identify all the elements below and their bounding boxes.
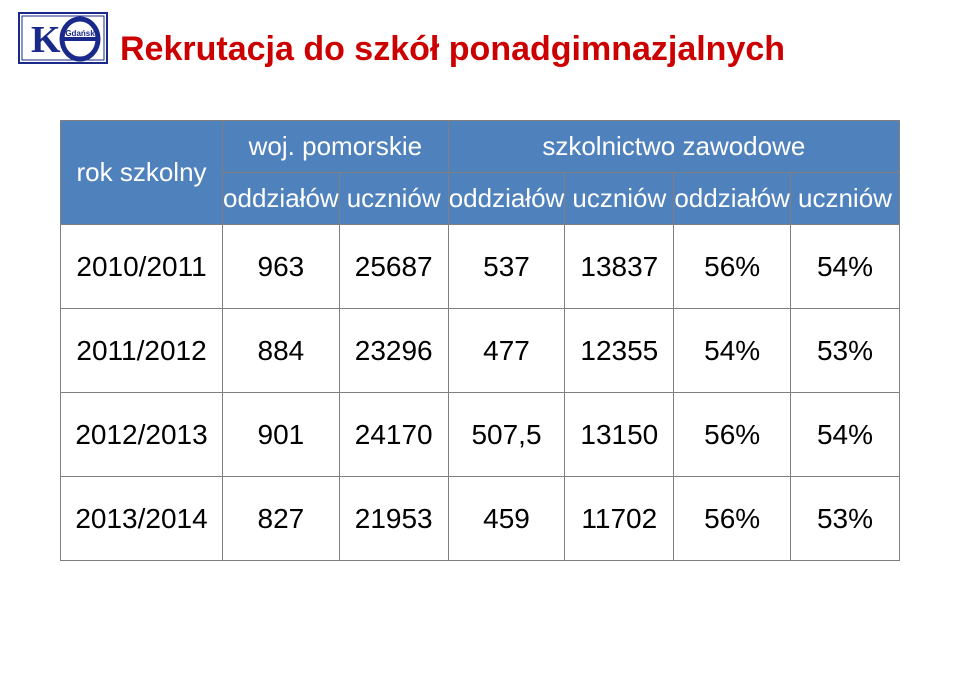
table-row: 2012/2013 901 24170 507,5 13150 56% 54%	[61, 393, 900, 477]
cell-value: 12355	[565, 309, 674, 393]
cell-value: 56%	[674, 477, 791, 561]
table-header-row-1: rok szkolny woj. pomorskie szkolnictwo z…	[61, 121, 900, 173]
header-group-2: szkolnictwo zawodowe	[448, 121, 899, 173]
cell-value: 884	[223, 309, 340, 393]
cell-value: 21953	[339, 477, 448, 561]
header-sub: oddziałów	[223, 173, 340, 225]
cell-value: 13837	[565, 225, 674, 309]
cell-value: 459	[448, 477, 565, 561]
cell-value: 25687	[339, 225, 448, 309]
table-row: 2013/2014 827 21953 459 11702 56% 53%	[61, 477, 900, 561]
cell-value: 53%	[790, 477, 899, 561]
cell-value: 24170	[339, 393, 448, 477]
logo: K Gdańsk	[18, 12, 108, 64]
cell-value: 827	[223, 477, 340, 561]
cell-value: 56%	[674, 393, 791, 477]
recruitment-table: rok szkolny woj. pomorskie szkolnictwo z…	[60, 120, 900, 561]
cell-value: 13150	[565, 393, 674, 477]
header-group-1: woj. pomorskie	[223, 121, 449, 173]
cell-value: 507,5	[448, 393, 565, 477]
cell-value: 54%	[674, 309, 791, 393]
table-row: 2011/2012 884 23296 477 12355 54% 53%	[61, 309, 900, 393]
cell-value: 477	[448, 309, 565, 393]
cell-value: 23296	[339, 309, 448, 393]
cell-year: 2011/2012	[61, 309, 223, 393]
header-sub: uczniów	[565, 173, 674, 225]
cell-value: 54%	[790, 393, 899, 477]
cell-year: 2013/2014	[61, 477, 223, 561]
cell-value: 901	[223, 393, 340, 477]
cell-year: 2010/2011	[61, 225, 223, 309]
cell-value: 963	[223, 225, 340, 309]
cell-value: 11702	[565, 477, 674, 561]
logo-subtext: Gdańsk	[65, 29, 95, 38]
cell-value: 54%	[790, 225, 899, 309]
header-sub: uczniów	[339, 173, 448, 225]
header-corner: rok szkolny	[61, 121, 223, 225]
header-sub: oddziałów	[448, 173, 565, 225]
cell-value: 56%	[674, 225, 791, 309]
page-title: Rekrutacja do szkół ponadgimnazjalnych	[120, 30, 785, 69]
cell-value: 537	[448, 225, 565, 309]
cell-value: 53%	[790, 309, 899, 393]
header-sub: oddziałów	[674, 173, 791, 225]
table-row: 2010/2011 963 25687 537 13837 56% 54%	[61, 225, 900, 309]
logo-letter-k: K	[31, 19, 61, 61]
cell-year: 2012/2013	[61, 393, 223, 477]
header-sub: uczniów	[790, 173, 899, 225]
